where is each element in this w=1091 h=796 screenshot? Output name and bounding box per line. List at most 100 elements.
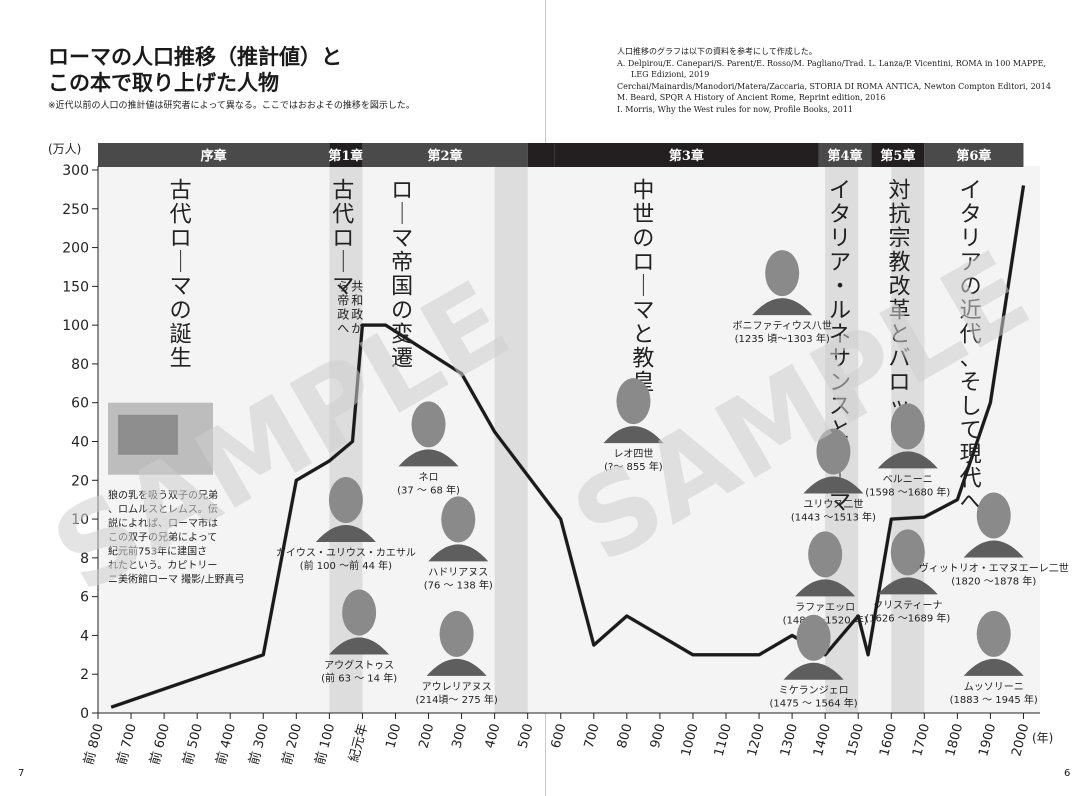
era-title-char: ｜ (391, 202, 413, 227)
x-tick-label: 前 300 (246, 722, 272, 767)
era-band (818, 143, 872, 167)
person-name: ヴィットリオ・エマヌエーレ二世 (919, 562, 1069, 575)
sources-block: 人口推移のグラフは以下の資料を参考にして作成した。 A. Delpirou/E.… (617, 46, 1057, 115)
era-title-sub-char: 共 (351, 279, 363, 293)
plot-background (98, 166, 1040, 713)
person-name: ラファエッロ (795, 601, 855, 613)
person-annotation: アウレリアヌス(214頃～ 275 年) (415, 610, 498, 706)
era-title-char: 代 (332, 202, 354, 227)
legend-photo-figure (118, 414, 178, 455)
era-band-label: 第5章 (880, 148, 915, 164)
legend-caption-line: 説によれば、ローマ市は (108, 516, 218, 529)
portrait-bust (315, 525, 376, 543)
source-line: LEG Edizioni, 2019 (631, 70, 710, 79)
person-annotation: ガイウス・ユリウス・カエサル(前 100 ～前 44 年) (276, 477, 416, 572)
era-band (329, 143, 363, 167)
person-name: ミケランジェロ (779, 685, 849, 697)
person-years: (1443 ～1513 年) (791, 511, 876, 524)
era-title-sub-char: 政 (337, 307, 349, 321)
x-tick-label: 前 400 (213, 722, 239, 767)
x-tick-label: 紀元年 (347, 722, 372, 764)
y-tick-label: 6 (80, 590, 89, 606)
portrait-head (342, 589, 377, 636)
era-title-sub-char: へ (337, 321, 349, 335)
portrait-bust (603, 426, 664, 444)
era-band-label: 序章 (201, 148, 227, 164)
portrait-head (890, 529, 925, 576)
era-title-char: と (889, 322, 911, 347)
era-title-char: 遷 (391, 346, 413, 371)
x-tick-label: 300 (450, 722, 471, 750)
person-annotation: ベルニーニ(1598 ～1680 年) (865, 403, 950, 498)
era-title-char: そ (960, 370, 982, 395)
y-tick-label: 10 (71, 512, 89, 528)
person-annotation: ハドリアヌス(76 ～ 138 年) (424, 496, 493, 591)
era-title-char: と (632, 322, 654, 347)
y-tick-label: 20 (71, 473, 89, 489)
page-number-left: 7 (18, 768, 25, 779)
x-tick-label: 1400 (811, 722, 834, 758)
legend-caption-line: 狼の乳を吸う双子の兄弟 (108, 488, 218, 501)
era-title-char: 教 (889, 250, 911, 275)
era-title-char: ス (829, 394, 851, 419)
legend-caption-line: ニ美術館ローマ 撮影/上野真弓 (108, 572, 245, 585)
era-title-char: ｜ (170, 250, 192, 275)
person-annotation: ユリウス二世(1443 ～1513 年) (791, 428, 876, 524)
portrait-head (441, 496, 476, 543)
x-tick-label: 500 (516, 722, 537, 750)
era-title-char: マ (332, 274, 354, 299)
era-title-char: ロ (332, 226, 354, 251)
era-title-char: ｜ (332, 250, 354, 275)
portrait-bust (329, 637, 390, 655)
person-name: ハドリアヌス (428, 567, 488, 578)
era-title-char: て (960, 418, 982, 443)
portrait-head (816, 428, 851, 475)
x-tick-label: 前 700 (114, 722, 140, 767)
era-band (362, 143, 528, 167)
x-tick-label: 800 (615, 722, 636, 750)
era-title-char: 宗 (889, 226, 911, 251)
person-name: ネロ (419, 471, 439, 483)
portrait-head (808, 531, 843, 578)
era-title-char: 抗 (889, 202, 911, 227)
title-line-2: この本で取り上げた人物 (48, 71, 279, 95)
y-tick-label: 250 (62, 202, 89, 218)
person-name: アウレリアヌス (422, 681, 492, 693)
person-annotation: ミケランジェロ(1475 ～ 1564 年) (769, 614, 858, 710)
person-annotation: 狼の乳を吸う双子の兄弟、ロムルスとレムス。伝説によれば、ローマ市はこの双子の兄弟… (108, 402, 245, 585)
person-years: (1598 ～1680 年) (865, 485, 950, 498)
source-line: M. Beard, SPQR A History of Ancient Rome… (617, 93, 886, 102)
x-tick-label: 400 (483, 722, 504, 750)
person-name: アウグストゥス (324, 659, 394, 672)
era-title-char: 現 (960, 442, 982, 467)
era-title-char: し (960, 394, 982, 419)
x-tick-label: 前 800 (81, 722, 107, 767)
era-title-sub-char: ら (337, 279, 349, 293)
x-tick-label: 前 500 (180, 722, 206, 767)
portrait-bust (426, 658, 487, 676)
era-band-label: 第1章 (328, 148, 363, 164)
portrait-bust (398, 449, 459, 467)
x-tick-label: 1200 (745, 722, 768, 758)
x-tick-label: 2000 (1009, 722, 1032, 758)
y-tick-label: 2 (80, 667, 89, 683)
page-number-right: 6 (1064, 768, 1071, 779)
era-title-char: 帝 (391, 250, 413, 275)
x-tick-label: 600 (549, 722, 570, 750)
era-band (527, 143, 555, 167)
portrait-head (890, 403, 925, 450)
era-title-char: ア (960, 250, 982, 275)
era-title-char: リ (960, 226, 982, 251)
person-years: (前 63 ～ 14 年) (321, 672, 397, 685)
portrait-head (976, 492, 1011, 539)
era-title-sub-char: 帝 (337, 292, 349, 307)
x-tick-label: 1900 (976, 722, 999, 758)
person-years: (1235 頃～1303 年) (735, 332, 830, 345)
person-annotation: ラファエッロ(1483 ～1520 年) (783, 531, 868, 626)
person-name: ムッソリーニ (964, 681, 1024, 693)
era-title-char: ｜ (632, 274, 654, 299)
sources-heading: 人口推移のグラフは以下の資料を参考にして作成した。 (617, 47, 817, 56)
x-tick-label: 100 (383, 722, 404, 750)
portrait-head (439, 610, 474, 657)
